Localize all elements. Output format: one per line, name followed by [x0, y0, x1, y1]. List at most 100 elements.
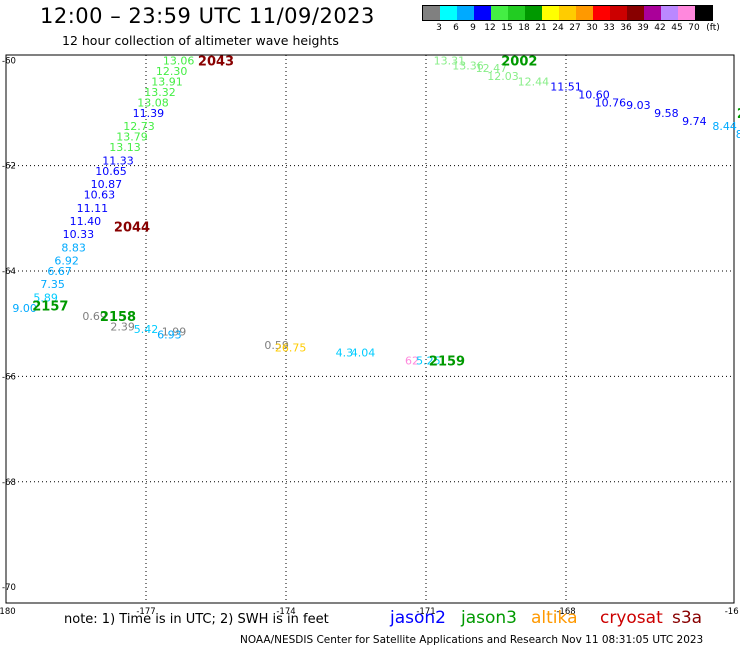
color-scale-legend: 3 6 9 12 15 18 21 24 27 30 33 36 39 42 45 70 (ft)	[422, 5, 720, 35]
color-swatch	[440, 6, 457, 20]
color-scale-label: 3	[436, 23, 442, 33]
wave-height-value: 9.03	[626, 99, 651, 112]
wave-height-value: 6.67	[47, 265, 72, 278]
wave-height-value: 11.39	[133, 107, 165, 120]
color-scale-label: 42	[654, 23, 666, 33]
wave-height-value: 11.40	[70, 215, 102, 228]
wave-height-value: 12.44	[518, 75, 550, 88]
color-scale-label: 33	[603, 23, 615, 33]
wave-height-value: 6.93	[157, 328, 182, 341]
color-scale-label: 27	[569, 23, 581, 33]
wave-height-value: 13.13	[109, 141, 141, 154]
y-tick-label: -64	[2, 267, 16, 277]
page-title: 12:00 – 23:59 UTC 11/09/2023	[40, 4, 375, 28]
color-scale-label: 39	[637, 23, 649, 33]
wave-height-value: 9.58	[654, 107, 679, 120]
wave-height-value: 26.75	[275, 341, 307, 354]
wave-height-value: 10.76	[595, 96, 627, 109]
pass-time-label: 2002	[501, 54, 537, 69]
footer-note: note: 1) Time is in UTC; 2) SWH is in fe…	[64, 612, 329, 627]
wave-height-value: 13.79	[116, 131, 148, 144]
color-swatch	[525, 6, 542, 20]
color-swatch	[508, 6, 525, 20]
pass-time-label: 2044	[114, 220, 150, 235]
color-swatch	[457, 6, 474, 20]
color-scale-label: 36	[620, 23, 632, 33]
wave-height-value: 10.63	[84, 189, 116, 202]
wave-height-value: 8.44	[712, 120, 737, 133]
wave-height-value: 11.33	[102, 154, 134, 167]
wave-height-value: 4.04	[351, 347, 376, 360]
wave-height-value: 62	[405, 355, 419, 368]
wave-height-value: 12.47	[476, 62, 508, 75]
color-scale-label: 45	[671, 23, 683, 33]
satellite-label-s3a: s3a	[672, 608, 703, 628]
color-swatch	[491, 6, 508, 20]
color-scale-label: 12	[484, 23, 496, 33]
color-swatch	[661, 6, 678, 20]
color-swatch	[610, 6, 627, 20]
wave-height-value: 1.99	[162, 326, 187, 339]
wave-height-value: 12.30	[156, 65, 188, 78]
wave-height-value: 12.03	[487, 70, 519, 83]
wave-height-value: 4.3	[336, 347, 354, 360]
color-swatch	[423, 6, 440, 20]
color-swatch	[559, 6, 576, 20]
pass-time-label: 2157	[32, 299, 68, 314]
y-tick-label: -66	[2, 372, 16, 382]
y-tick-label: -62	[2, 162, 16, 172]
color-scale-label: 21	[535, 23, 547, 33]
color-scale-label: 24	[552, 23, 564, 33]
wave-height-value: 11.11	[77, 202, 109, 215]
wave-height-value: 11.51	[550, 81, 582, 94]
color-scale-label: 6	[453, 23, 459, 33]
color-swatch	[474, 6, 491, 20]
color-scale-label: 9	[470, 23, 476, 33]
pass-time-label: 2159	[429, 355, 465, 370]
page-subtitle: 12 hour collection of altimeter wave hei…	[62, 33, 339, 48]
color-scale-label: 70	[688, 23, 700, 33]
wave-height-points: 13.0612.3013.9113.3213.0811.3912.7313.79…	[12, 54, 740, 367]
color-swatch	[593, 6, 610, 20]
y-tick-label: -70	[2, 583, 16, 593]
x-tick-label: -171	[416, 607, 435, 617]
wave-height-value: 10.87	[91, 178, 123, 191]
axis-tick-labels: -180 -177 -174 -171 -168 -16 -60 -62 -64 -66 -68 -7…	[0, 56, 739, 617]
wave-height-value: 13.06	[163, 54, 195, 67]
pass-time-label: 2003	[737, 107, 740, 122]
lat-lon-grid	[6, 55, 734, 603]
color-swatch	[627, 6, 644, 20]
x-tick-label: -177	[136, 607, 155, 617]
wave-height-value: 10.33	[63, 228, 95, 241]
wave-height-value: 12.73	[123, 120, 155, 133]
wave-height-value: 6.92	[54, 255, 79, 268]
wave-height-value: 2.39	[110, 320, 135, 333]
x-tick-label: -174	[276, 607, 295, 617]
y-tick-label: -60	[2, 56, 16, 66]
map-frame	[5, 54, 735, 604]
wave-height-value: 13.91	[151, 75, 183, 88]
wave-height-value: 13.08	[137, 96, 169, 109]
color-scale-label: 18	[518, 23, 530, 33]
pass-time-label: 2043	[198, 54, 234, 69]
wave-height-value: 10.60	[578, 89, 610, 102]
wave-height-value: 9.74	[682, 115, 707, 128]
wave-height-value: 5.89	[33, 291, 58, 304]
x-tick-label: -180	[0, 607, 16, 617]
color-swatch	[678, 6, 695, 20]
credit-line: NOAA/NESDIS Center for Satellite Applica…	[240, 634, 704, 646]
wave-height-value: 0.59	[264, 339, 289, 352]
wave-height-value: 5.25	[416, 355, 441, 368]
color-scale-swatches	[422, 5, 713, 21]
wave-height-value: 7.35	[40, 278, 65, 291]
wave-height-value: 8.16	[736, 128, 740, 141]
x-tick-label: -168	[556, 607, 575, 617]
color-swatch	[542, 6, 559, 20]
satellite-label-altika: altika	[531, 608, 578, 628]
y-tick-label: -68	[2, 478, 16, 488]
color-scale-label: 15	[501, 23, 513, 33]
wave-height-value: 8.83	[61, 241, 86, 254]
color-swatch	[576, 6, 593, 20]
satellite-label-cryosat: cryosat	[600, 608, 663, 628]
